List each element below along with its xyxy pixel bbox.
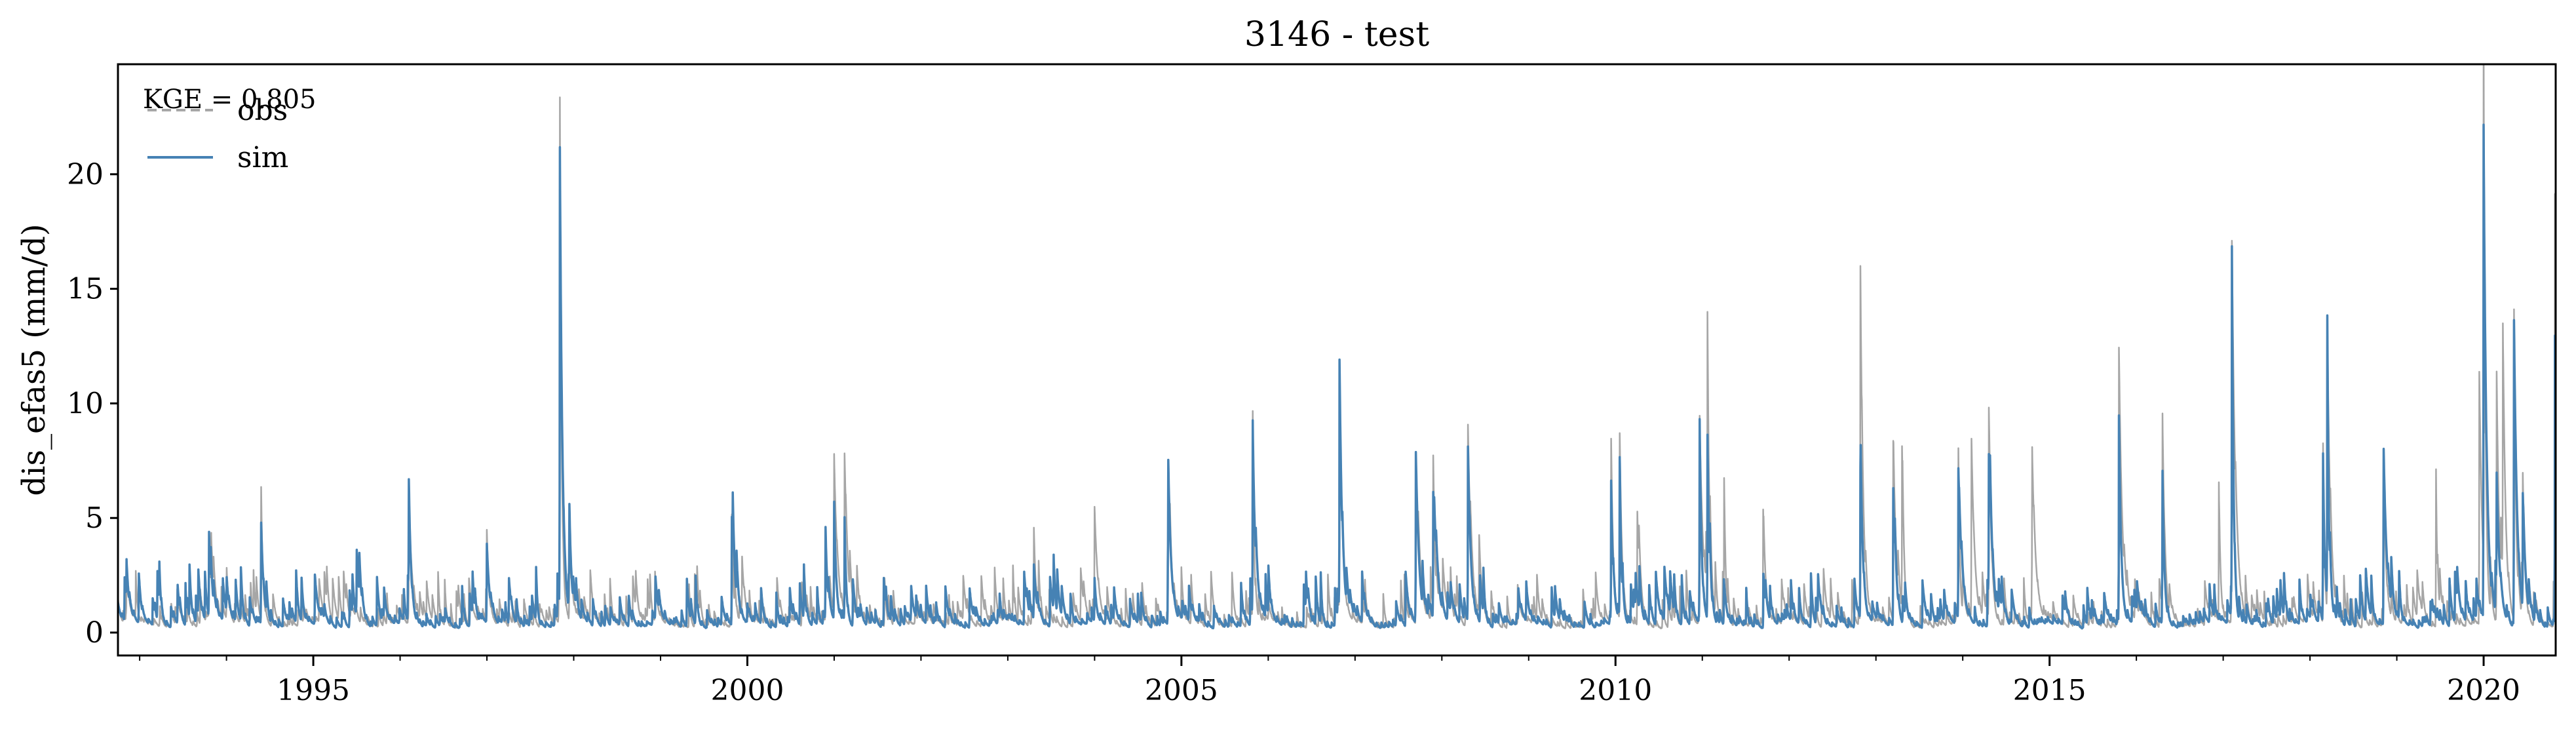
x-tick-label: 1995: [277, 674, 350, 707]
x-tick-label: 2005: [1145, 674, 1218, 707]
x-tick-label: 2010: [1579, 674, 1652, 707]
plot-frame: [117, 63, 2557, 657]
x-tick-label: 2020: [2447, 674, 2520, 707]
y-tick-label: 0: [85, 616, 104, 650]
series-layer: [118, 64, 2556, 630]
x-tick-label: 2015: [2013, 674, 2086, 707]
series-line-obs: [118, 64, 2556, 630]
y-tick-label: 20: [67, 158, 104, 191]
legend: obs sim: [147, 94, 288, 174]
kge-annotation: KGE = 0.805: [143, 85, 317, 115]
series-line-sim: [118, 123, 2556, 630]
legend-sim-label: sim: [237, 141, 288, 174]
y-tick-label: 5: [85, 501, 104, 535]
y-tick-label: 10: [67, 387, 104, 420]
y-axis-label: dis_efas5 (mm/d): [16, 224, 52, 496]
legend-obs-label: obs: [237, 94, 288, 127]
y-axis: 0 5 10 15 20: [67, 158, 118, 650]
x-tick-label: 2000: [710, 674, 784, 707]
y-tick-label: 15: [67, 273, 104, 306]
plot-area: [117, 63, 2557, 657]
chart-title: 3146 - test: [1244, 15, 1429, 54]
x-axis: 1995 2000 2005 2010 2015 2020: [139, 655, 2520, 707]
